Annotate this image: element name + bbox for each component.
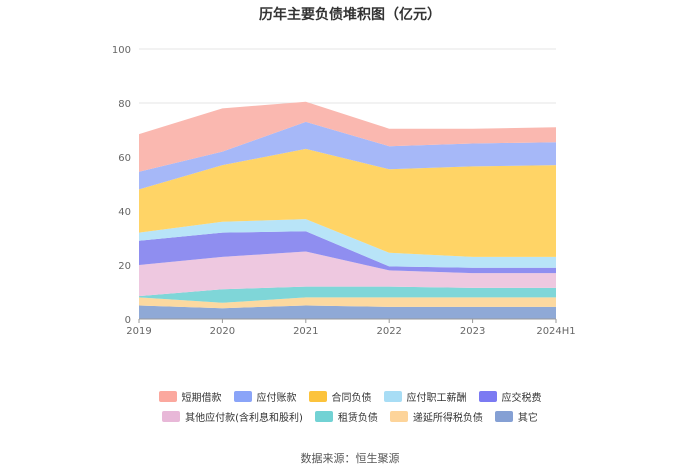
legend-swatch [314, 411, 333, 422]
legend-item[interactable]: 应付账款 [233, 389, 297, 404]
legend-label: 租赁负债 [337, 413, 378, 424]
legend-label: 其它 [517, 413, 538, 424]
legend-label: 应付账款 [256, 393, 297, 404]
area-series-5[interactable] [139, 219, 556, 268]
area-series-7[interactable] [139, 121, 556, 190]
x-tick-label: 2020 [210, 326, 235, 337]
source-note: 数据来源：恒生聚源 [300, 452, 400, 465]
area-series-3[interactable] [139, 251, 556, 297]
legend-label: 应交税费 [501, 393, 542, 404]
legend-swatch [494, 411, 513, 422]
y-tick-label: 60 [118, 153, 131, 164]
stacked-area-chart: 0 20 40 60 80 100 2019 2020 2021 2022 2023 2024H1 [112, 45, 576, 337]
x-tick-label: 2021 [293, 326, 318, 337]
area-series-4[interactable] [139, 231, 556, 274]
area-series-1[interactable] [139, 297, 556, 309]
legend-swatch [162, 411, 181, 422]
legend-label: 递延所得税负债 [412, 413, 483, 424]
x-tick-label: 2023 [460, 326, 485, 337]
legend-item[interactable]: 其它 [494, 409, 538, 424]
legend-item[interactable]: 递延所得税负债 [389, 409, 483, 424]
y-tick-label: 40 [118, 207, 131, 218]
legend-label: 合同负债 [331, 393, 372, 404]
legend-swatch [389, 411, 408, 422]
y-tick-label: 100 [112, 45, 131, 56]
x-tick-label: 2024H1 [536, 326, 575, 337]
x-tick-label: 2022 [376, 326, 401, 337]
legend-row: 其他应付款(含利息和股利) 租赁负债 递延所得税负债 其它 [0, 409, 700, 424]
legend-row: 短期借款 应付账款 合同负债 应付职工薪酬 应交税费 [0, 389, 700, 404]
legend-item[interactable]: 租赁负债 [314, 409, 378, 424]
legend-swatch [158, 391, 177, 402]
area-series-2[interactable] [139, 286, 556, 303]
legend-swatch [478, 391, 497, 402]
area-series-8[interactable] [139, 101, 556, 172]
legend-label: 其他应付款(含利息和股利) [185, 413, 303, 424]
axes: 0 20 40 60 80 100 2019 2020 2021 2022 2023 2024H1 [112, 45, 576, 337]
legend-label: 短期借款 [181, 393, 222, 404]
legend-item[interactable]: 应交税费 [478, 389, 542, 404]
area-series [139, 101, 556, 320]
legend-item[interactable]: 短期借款 [158, 389, 222, 404]
legend-label: 应付职工薪酬 [406, 393, 467, 404]
legend-item[interactable]: 合同负债 [308, 389, 372, 404]
legend-swatch [383, 391, 402, 402]
legend-swatch [233, 391, 252, 402]
legend-swatch [308, 391, 327, 402]
legend-item[interactable]: 应付职工薪酬 [383, 389, 467, 404]
x-tick-label: 2019 [126, 326, 151, 337]
area-series-6[interactable] [139, 148, 556, 257]
y-tick-label: 20 [118, 261, 131, 272]
legend: 短期借款 应付账款 合同负债 应付职工薪酬 应交税费其他应付款(含利息和股利) 租赁负债 递… [0, 389, 700, 429]
y-tick-label: 0 [125, 315, 131, 326]
legend-item[interactable]: 其他应付款(含利息和股利) [162, 409, 303, 424]
area-series-0[interactable] [139, 305, 556, 320]
y-tick-label: 80 [118, 99, 131, 110]
chart-title: 历年主要负债堆积图（亿元） [259, 7, 441, 23]
